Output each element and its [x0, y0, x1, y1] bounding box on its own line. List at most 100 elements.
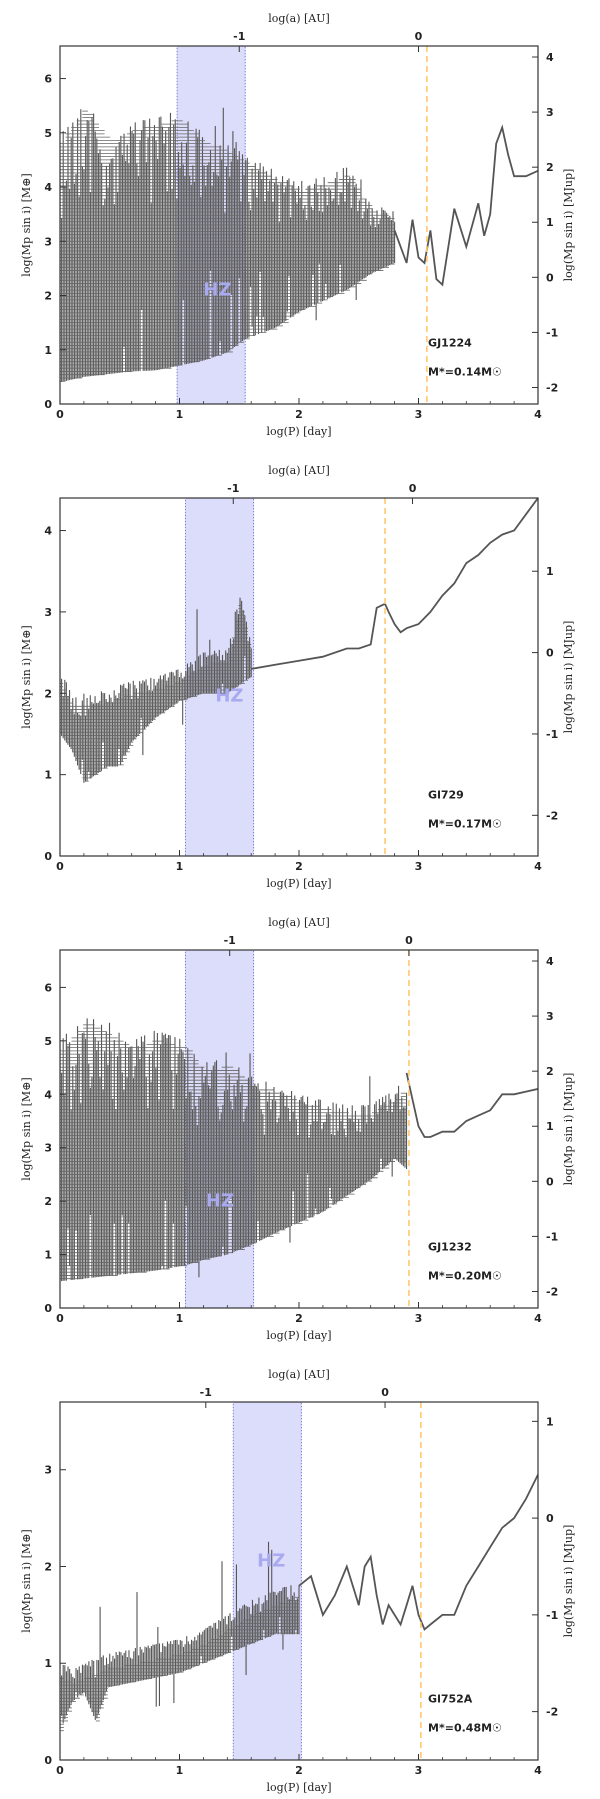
envelope-hatching: [60, 605, 252, 782]
y-tick-label: 2: [44, 1195, 52, 1208]
top-axis-label: log(a) [AU]: [268, 464, 330, 477]
x-tick-label: 2: [295, 860, 303, 873]
y-tick-label: 1: [44, 769, 52, 782]
star-mass: M*=0.17M☉: [428, 817, 502, 830]
y2-tick-label: 4: [546, 51, 554, 64]
y2-tick-label: -1: [546, 1230, 558, 1243]
panel-gl752a: HZ 0 1 2 3 4 0 1 2 3 -2 -1 0 1 -1 0 log(P) [day] log(a) […: [20, 1368, 575, 1794]
mass-curve: [405, 1072, 538, 1138]
x-tick-label: 3: [415, 860, 423, 873]
panel-gl729: HZ 0 1 2 3 4 0 1 2 3 4 -2 -1 0 1 -1 0 log(P) [day] log(a) …: [20, 464, 575, 890]
star-mass: M*=0.14M☉: [428, 365, 502, 378]
x-tick-label: 0: [56, 1764, 64, 1777]
mass-curve: [393, 124, 538, 287]
x-axis-label: log(P) [day]: [266, 425, 331, 438]
y-tick-label: 6: [44, 981, 52, 994]
y-tick-label: 1: [44, 1249, 52, 1262]
x-tick-label: 2: [295, 408, 303, 421]
y2-tick-label: -1: [546, 728, 558, 741]
x-tick-label: 3: [415, 1764, 423, 1777]
y2-tick-label: -2: [546, 381, 558, 394]
x-tick-label: 0: [56, 1312, 64, 1325]
top-tick-label: 0: [409, 482, 417, 495]
panel-gj1232: HZ 0 1 2 3 4 0 1 2 3 4 5 6 -2 -1 0 1 2 3 4 -1 0 log(P) [day] lo…: [20, 916, 575, 1342]
x-tick-label: 0: [56, 860, 64, 873]
x-axis-label: log(P) [day]: [266, 1781, 331, 1794]
hz-label: HZ: [257, 1550, 285, 1571]
y2-axis-label: log(Mp sin i) [MJup]: [562, 1525, 575, 1638]
hz-label: HZ: [206, 1190, 234, 1211]
x-tick-label: 1: [176, 860, 184, 873]
mass-curve: [298, 1474, 538, 1631]
y-tick-label: 0: [44, 1302, 52, 1315]
y2-tick-label: -2: [546, 1285, 558, 1298]
top-tick-label: 0: [405, 934, 413, 947]
y-axis-label: log(Mp sin i) [M⊕]: [20, 1077, 33, 1180]
top-axis-label: log(a) [AU]: [268, 12, 330, 25]
y2-tick-label: -1: [546, 326, 558, 339]
y-tick-label: 3: [44, 1142, 52, 1155]
y2-tick-label: -1: [546, 1609, 558, 1622]
star-name: GJ1224: [428, 337, 472, 350]
y2-axis-label: log(Mp sin i) [MJup]: [562, 621, 575, 734]
plot-frame: [59, 497, 539, 857]
y-axis-label: log(Mp sin i) [M⊕]: [20, 1529, 33, 1632]
y2-tick-label: 1: [546, 216, 554, 229]
y2-tick-label: 0: [546, 271, 554, 284]
y-tick-label: 4: [44, 525, 52, 538]
y2-axis-label: log(Mp sin i) [MJup]: [562, 1073, 575, 1186]
y-axis-label: log(Mp sin i) [M⊕]: [20, 173, 33, 276]
y-tick-label: 2: [44, 290, 52, 303]
y-tick-label: 4: [44, 181, 52, 194]
y2-tick-label: -2: [546, 1706, 558, 1719]
y-tick-label: 0: [44, 1754, 52, 1767]
top-tick-label: -1: [227, 482, 239, 495]
y2-tick-label: 3: [546, 106, 554, 119]
y2-tick-label: 0: [546, 1175, 554, 1188]
y-tick-label: 6: [44, 73, 52, 86]
y-tick-label: 3: [44, 606, 52, 619]
x-axis-label: log(P) [day]: [266, 1329, 331, 1342]
y-tick-label: 5: [44, 127, 52, 140]
y-tick-label: 3: [44, 1464, 52, 1477]
x-tick-label: 2: [295, 1764, 303, 1777]
y2-tick-label: 3: [546, 1010, 554, 1023]
star-name: GJ1232: [428, 1241, 472, 1254]
mass-curve: [251, 498, 538, 670]
y2-tick-label: 2: [546, 161, 554, 174]
y2-tick-label: 2: [546, 1065, 554, 1078]
x-tick-label: 1: [176, 408, 184, 421]
top-tick-label: -1: [224, 934, 236, 947]
x-tick-label: 2: [295, 1312, 303, 1325]
x-tick-label: 4: [534, 1764, 542, 1777]
y2-tick-label: 1: [546, 1415, 554, 1428]
panel-gj1224: HZ 0 1 2 3 4 0 1 2 3 4 5 6 -2 -1 0 1 2 3 4 -1 0 log(P) [day] lo…: [20, 12, 575, 438]
y2-tick-label: 1: [546, 565, 554, 578]
envelope-hatching: [60, 1024, 407, 1280]
y-tick-label: 2: [44, 1560, 52, 1573]
y-tick-label: 4: [44, 1088, 52, 1101]
hz-label: HZ: [203, 280, 231, 301]
top-tick-label: -1: [233, 30, 245, 43]
y2-tick-label: -2: [546, 809, 558, 822]
habitable-zone-band: [232, 1401, 302, 1761]
y2-tick-label: 1: [546, 1120, 554, 1133]
x-tick-label: 0: [56, 408, 64, 421]
top-tick-label: 0: [381, 1386, 389, 1399]
envelope-hatching: [60, 110, 395, 382]
y-tick-label: 2: [44, 687, 52, 700]
x-tick-label: 4: [534, 1312, 542, 1325]
top-tick-label: -1: [200, 1386, 212, 1399]
star-name: Gl729: [428, 789, 464, 802]
y-tick-label: 1: [44, 344, 52, 357]
y-tick-label: 5: [44, 1035, 52, 1048]
x-tick-label: 3: [415, 1312, 423, 1325]
hz-label: HZ: [215, 685, 243, 706]
y-tick-label: 0: [44, 398, 52, 411]
y2-tick-label: 0: [546, 1512, 554, 1525]
top-axis-label: log(a) [AU]: [268, 916, 330, 929]
y2-axis-label: log(Mp sin i) [MJup]: [562, 169, 575, 282]
x-tick-label: 4: [534, 408, 542, 421]
y-tick-label: 3: [44, 235, 52, 248]
